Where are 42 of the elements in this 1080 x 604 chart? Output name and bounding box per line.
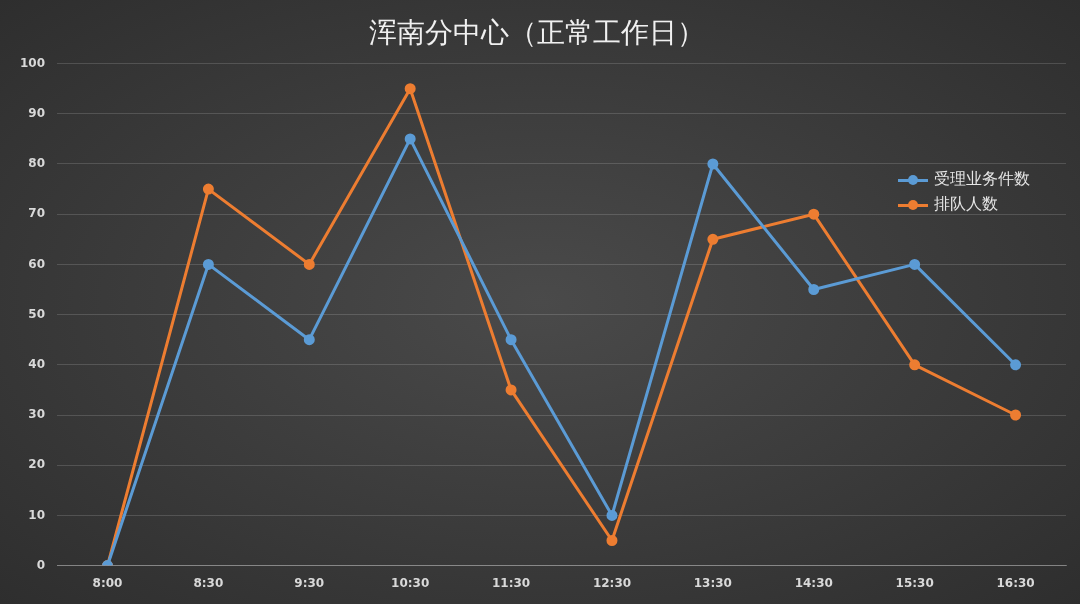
x-tick-label: 11:30 xyxy=(491,575,531,590)
y-tick-label: 90 xyxy=(28,105,46,120)
y-tick-label: 60 xyxy=(28,256,46,271)
point xyxy=(1010,409,1022,421)
point xyxy=(909,258,921,270)
y-tick-label: 50 xyxy=(28,306,46,321)
legend-label: 受理业务件数 xyxy=(934,169,1030,190)
legend-label: 排队人数 xyxy=(934,194,998,215)
x-tick-label: 12:30 xyxy=(592,575,632,590)
point xyxy=(505,384,517,396)
point xyxy=(404,133,416,145)
y-tick-label: 70 xyxy=(28,206,46,221)
point xyxy=(202,183,214,195)
y-tick-label: 80 xyxy=(28,156,46,171)
y-tick-label: 40 xyxy=(28,356,46,371)
point xyxy=(606,535,618,546)
y-tick-label: 0 xyxy=(36,557,46,572)
point xyxy=(606,509,618,521)
x-tick-label: 8:00 xyxy=(92,575,123,590)
point xyxy=(808,284,820,295)
point xyxy=(808,208,820,220)
point xyxy=(303,258,315,270)
x-tick-label: 10:30 xyxy=(391,575,430,590)
chart-title: 浑南分中心（正常工作日） xyxy=(369,16,705,50)
y-tick-label: 30 xyxy=(28,407,46,422)
point xyxy=(707,158,719,170)
x-tick-label: 8:30 xyxy=(193,575,224,590)
x-tick-label: 16:30 xyxy=(996,575,1035,590)
point xyxy=(707,233,719,245)
point xyxy=(505,334,517,346)
point xyxy=(202,258,214,270)
point xyxy=(1010,359,1022,371)
y-tick-label: 100 xyxy=(19,55,46,70)
point xyxy=(404,83,416,95)
x-tick-label: 9:30 xyxy=(294,575,325,590)
point xyxy=(909,359,921,371)
point xyxy=(303,334,315,346)
x-tick-label: 15:30 xyxy=(895,575,934,590)
x-tick-label: 13:30 xyxy=(693,575,732,590)
y-tick-label: 10 xyxy=(28,507,46,522)
x-tick-label: 14:30 xyxy=(794,575,833,590)
y-tick-label: 20 xyxy=(28,457,46,472)
